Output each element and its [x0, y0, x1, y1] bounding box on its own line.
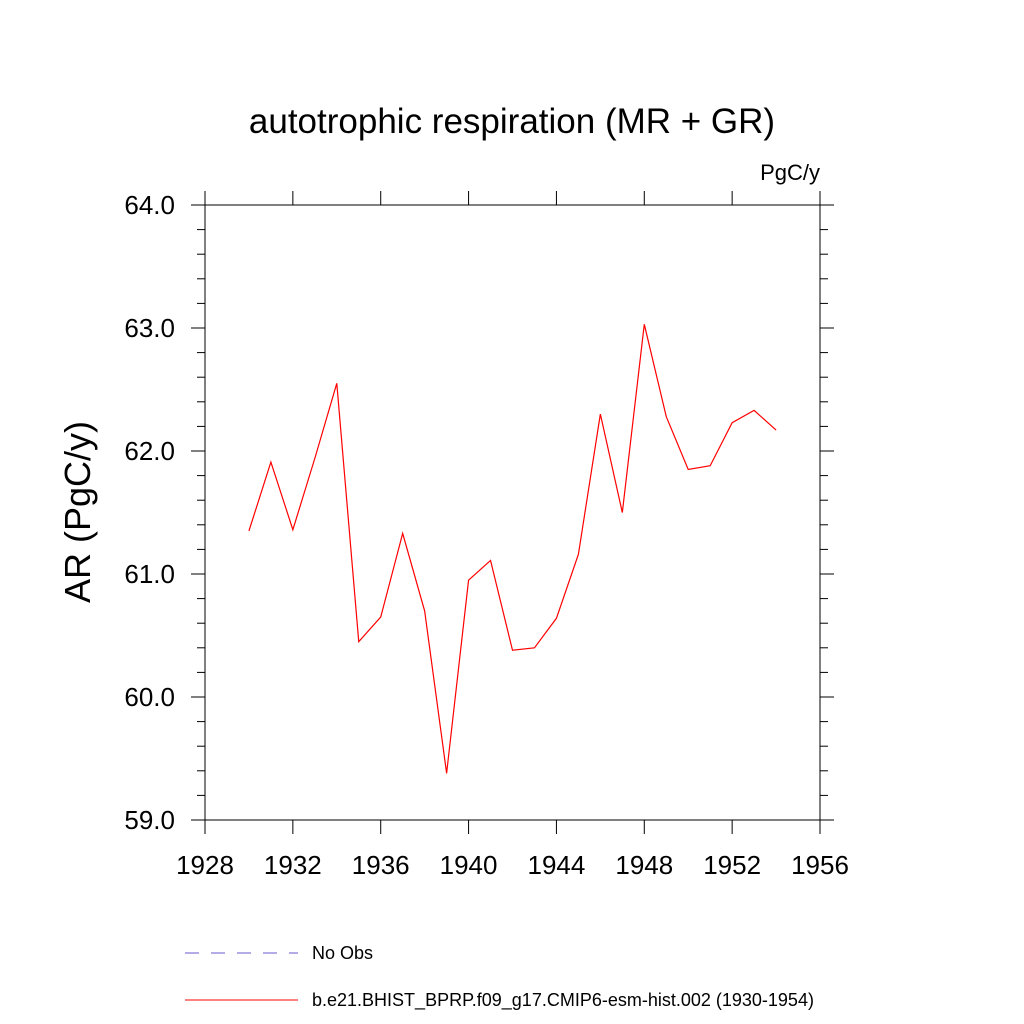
y-tick-label: 59.0 — [124, 805, 175, 835]
plot-frame — [204, 204, 821, 821]
y-tick-label: 64.0 — [124, 190, 175, 220]
legend: No Obs b.e21.BHIST_BPRP.f09_g17.CMIP6-esm… — [185, 943, 814, 1011]
series-line — [248, 324, 777, 774]
plot-area: 1928 1932 1936 1940 1944 1948 1952 1956 59.0 60.0… — [124, 190, 849, 880]
y-tick-label: 60.0 — [124, 682, 175, 712]
x-tick-label: 1956 — [791, 850, 849, 880]
x-tick-label: 1932 — [264, 850, 322, 880]
units-label: PgC/y — [760, 160, 820, 185]
y-tick-label: 63.0 — [124, 313, 175, 343]
x-tick-label: 1952 — [703, 850, 761, 880]
legend-label: No Obs — [312, 943, 373, 963]
x-tick-label: 1940 — [440, 850, 498, 880]
x-tick-label: 1928 — [176, 850, 234, 880]
y-tick-label: 61.0 — [124, 559, 175, 589]
x-tick-label: 1948 — [615, 850, 673, 880]
x-tick-label: 1936 — [352, 850, 410, 880]
y-axis-label: AR (PgC/y) — [57, 421, 98, 603]
x-tick-label: 1944 — [528, 850, 586, 880]
chart-title: autotrophic respiration (MR + GR) — [249, 102, 775, 141]
legend-label: b.e21.BHIST_BPRP.f09_g17.CMIP6-esm-hist.… — [312, 990, 814, 1011]
y-tick-label: 62.0 — [124, 436, 175, 466]
